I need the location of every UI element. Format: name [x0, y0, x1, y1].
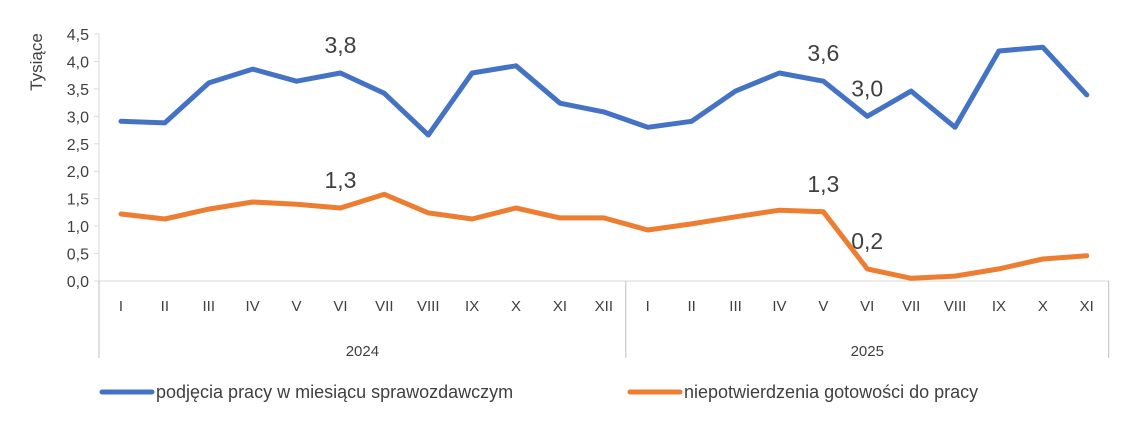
y-axis-label: Tysiące	[27, 33, 46, 91]
x-group-label: 2025	[851, 343, 884, 360]
x-tick-label: II	[161, 298, 169, 315]
x-tick-label: VIII	[417, 298, 440, 315]
x-tick-label: VI	[860, 298, 874, 315]
y-tick-label: 3,5	[67, 82, 89, 99]
y-tick-label: 1,5	[67, 192, 89, 209]
data-label: 3,6	[807, 40, 839, 66]
x-tick-label: V	[292, 298, 302, 315]
x-tick-label: I	[119, 298, 123, 315]
legend: podjęcia pracy w miesiącu sprawozdawczym…	[99, 382, 978, 402]
x-tick-label: III	[202, 298, 215, 315]
data-label: 0,2	[851, 228, 883, 254]
x-tick-label: XI	[553, 298, 567, 315]
x-tick-label: XII	[595, 298, 613, 315]
data-label: 1,3	[324, 167, 356, 193]
y-tick-label: 2,5	[67, 137, 89, 154]
series-line-0	[118, 44, 1090, 138]
y-tick-label: 0,5	[67, 247, 89, 264]
legend-label: niepotwierdzenia gotowości do pracy	[684, 382, 978, 402]
y-tick-label: 1,0	[67, 219, 89, 236]
data-label: 3,0	[851, 75, 883, 101]
x-tick-label: V	[818, 298, 828, 315]
y-tick-label: 3,0	[67, 109, 89, 126]
x-tick-label: IV	[246, 298, 260, 315]
data-label: 1,3	[807, 171, 839, 197]
x-tick-label: XI	[1080, 298, 1094, 315]
x-tick-label: VII	[902, 298, 920, 315]
x-tick-label: III	[729, 298, 742, 315]
x-tick-label: I	[646, 298, 650, 315]
y-tick-label: 4,0	[67, 54, 89, 71]
y-tick-label: 4,5	[67, 27, 89, 44]
x-tick-label: VII	[375, 298, 393, 315]
x-tick-label: X	[511, 298, 521, 315]
y-tick-label: 0,0	[67, 274, 89, 291]
legend-label: podjęcia pracy w miesiącu sprawozdawczym	[156, 382, 513, 402]
x-tick-label: II	[687, 298, 695, 315]
x-tick-label: VIII	[944, 298, 967, 315]
x-tick-label: IX	[465, 298, 479, 315]
x-tick-label: VI	[333, 298, 347, 315]
x-tick-label: IX	[992, 298, 1006, 315]
data-label: 3,8	[324, 32, 356, 58]
y-tick-label: 2,0	[67, 164, 89, 181]
x-tick-label: IV	[772, 298, 786, 315]
x-group-label: 2024	[346, 343, 379, 360]
x-tick-label: X	[1038, 298, 1048, 315]
series-line-1	[118, 191, 1090, 281]
